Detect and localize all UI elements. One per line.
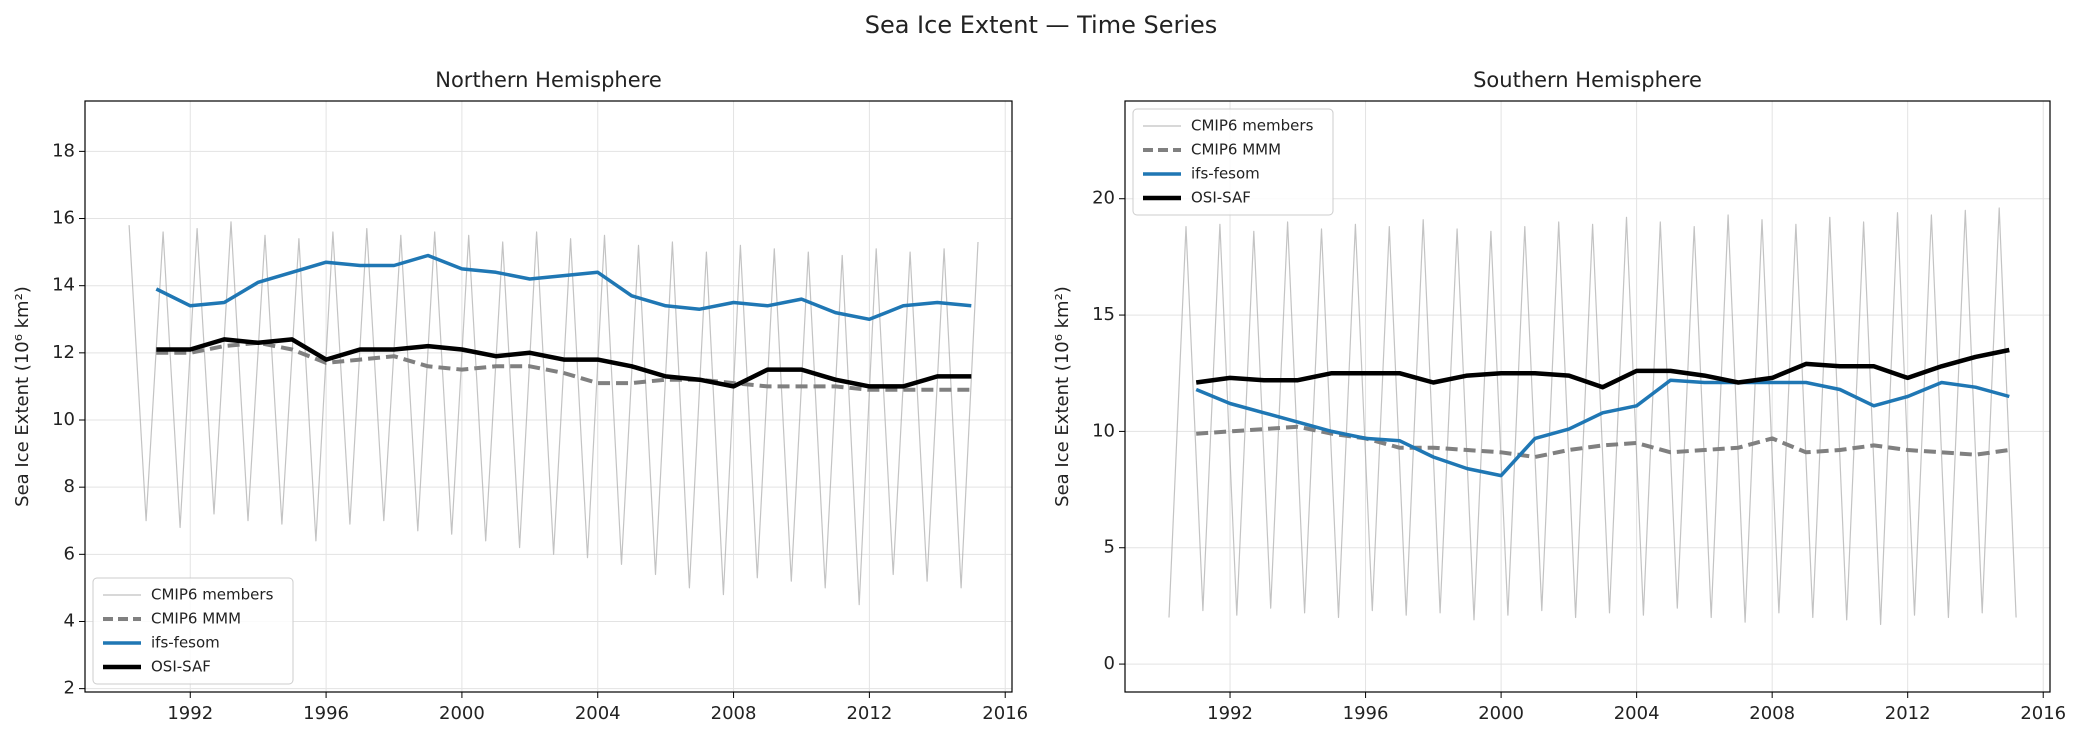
legend-label: OSI-SAF bbox=[1191, 189, 1251, 207]
series-line bbox=[1195, 378, 2010, 478]
x-tick-label: 2000 bbox=[439, 703, 485, 724]
x-tick-label: 2016 bbox=[2020, 703, 2066, 724]
x-tick-label: 1996 bbox=[303, 703, 349, 724]
y-axis-label: Sea Ice Extent (10⁶ km²) bbox=[12, 286, 33, 507]
y-tick-label: 4 bbox=[64, 610, 75, 631]
figure-title: Sea Ice Extent — Time Series bbox=[865, 11, 1218, 39]
series-line bbox=[155, 253, 972, 322]
legend-box bbox=[1132, 108, 1334, 216]
y-tick-label: 16 bbox=[52, 208, 75, 229]
x-tick-label: 1996 bbox=[1343, 703, 1389, 724]
legend-label: CMIP6 members bbox=[1191, 117, 1314, 135]
legend-label: CMIP6 members bbox=[151, 586, 274, 604]
x-tick-label: 2016 bbox=[982, 703, 1028, 724]
y-tick-label: 20 bbox=[1092, 188, 1115, 209]
subplot-title: Northern Hemisphere bbox=[435, 68, 662, 92]
series-line bbox=[156, 337, 972, 389]
x-tick-label: 2000 bbox=[1478, 703, 1524, 724]
y-tick-label: 18 bbox=[52, 140, 75, 161]
series-line bbox=[1195, 347, 2010, 390]
legend-label: OSI-SAF bbox=[151, 658, 211, 676]
y-tick-label: 15 bbox=[1092, 304, 1115, 325]
y-tick-label: 0 bbox=[1104, 653, 1115, 674]
subplot-title: Southern Hemisphere bbox=[1473, 68, 1702, 92]
legend-label: ifs-fesom bbox=[1191, 165, 1260, 183]
series-line bbox=[1168, 207, 2017, 626]
legend-label: ifs-fesom bbox=[151, 634, 220, 652]
x-tick-label: 2008 bbox=[1749, 703, 1795, 724]
x-tick-label: 1992 bbox=[167, 703, 213, 724]
y-tick-label: 6 bbox=[64, 543, 75, 564]
x-tick-label: 2012 bbox=[1885, 703, 1931, 724]
y-axis-label: Sea Ice Extent (10⁶ km²) bbox=[1052, 286, 1073, 507]
y-tick-label: 14 bbox=[52, 275, 75, 296]
y-tick-label: 8 bbox=[64, 476, 75, 497]
legend-box bbox=[92, 577, 294, 685]
x-tick-label: 2012 bbox=[846, 703, 892, 724]
series-line bbox=[156, 340, 972, 392]
axes-frame bbox=[84, 100, 1013, 693]
axes-frame bbox=[1124, 100, 2051, 693]
y-tick-label: 2 bbox=[64, 678, 75, 699]
y-tick-label: 5 bbox=[1104, 537, 1115, 558]
x-tick-label: 2004 bbox=[1614, 703, 1660, 724]
x-tick-label: 2008 bbox=[711, 703, 757, 724]
x-tick-label: 1992 bbox=[1207, 703, 1253, 724]
series-line bbox=[128, 221, 979, 606]
y-tick-label: 10 bbox=[52, 409, 75, 430]
legend-label: CMIP6 MMM bbox=[151, 610, 241, 628]
y-tick-label: 10 bbox=[1092, 420, 1115, 441]
series-line bbox=[1196, 424, 2010, 459]
x-tick-label: 2004 bbox=[575, 703, 621, 724]
legend-label: CMIP6 MMM bbox=[1191, 141, 1281, 159]
y-tick-label: 12 bbox=[52, 342, 75, 363]
